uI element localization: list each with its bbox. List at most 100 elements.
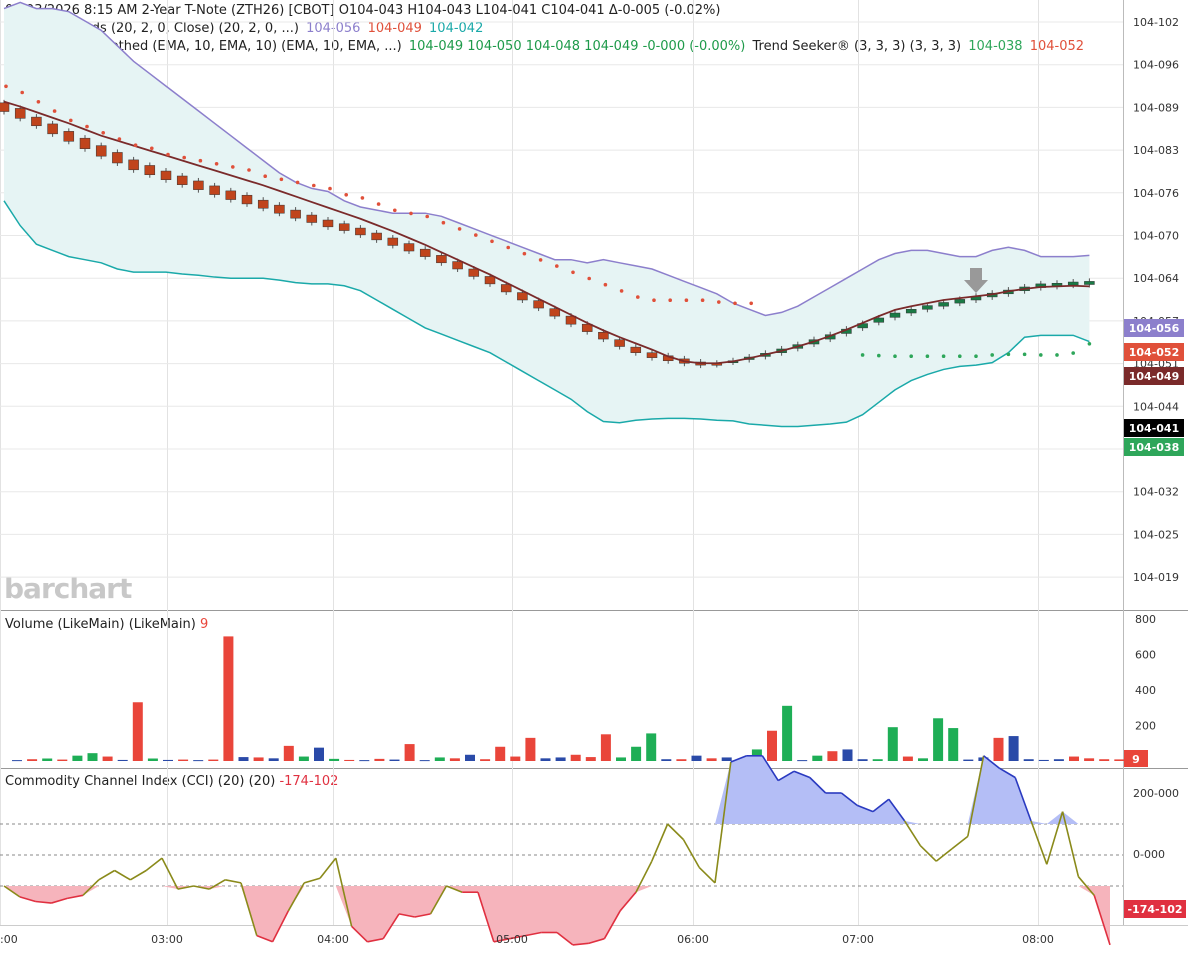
volume-badge: [1124, 750, 1148, 767]
trend-seeker-label: Trend Seeker® (3, 3, 3) (3, 3, 3): [752, 39, 962, 54]
cci-line-segment: [1046, 811, 1064, 865]
ha-candle: [630, 346, 642, 353]
cci-line-segment: [193, 885, 210, 890]
volume-bar: [42, 758, 53, 761]
volume-bar: [706, 758, 717, 761]
volume-bar: [676, 759, 687, 761]
cci-line-segment: [888, 798, 906, 822]
cci-line-segment: [667, 823, 684, 841]
price-tick-label: 104-102: [1133, 16, 1179, 29]
volume-bar: [933, 718, 944, 761]
volume-bar: [993, 737, 1004, 761]
cci-line-segment: [477, 891, 495, 943]
ha-candle: [160, 170, 172, 180]
price-badge: [1124, 438, 1184, 456]
volume-bar: [314, 747, 324, 761]
trend-seeker-red-dot: [69, 118, 73, 123]
cci-last: -174-102: [279, 774, 339, 789]
ha-candle: [581, 323, 593, 332]
volume-bar: [283, 745, 294, 761]
volume-bar: [767, 730, 777, 761]
ha-candle: [646, 352, 658, 358]
time-tick-label: 08:00: [1022, 933, 1054, 946]
trend-seeker-red-dot: [425, 214, 430, 219]
volume-bar: [600, 734, 611, 761]
bollinger-upper-line: [3, 1, 1090, 317]
cci-line-segment: [240, 882, 258, 936]
trend-seeker-red-dot: [684, 298, 689, 303]
cci-line-segment: [698, 866, 716, 884]
volume-bar: [27, 759, 38, 761]
cci-line-segment: [35, 900, 52, 904]
trend-seeker-red-dot: [457, 227, 462, 231]
cci-line-segment: [919, 845, 937, 862]
volume-bar: [510, 756, 521, 761]
ha-candle: [95, 145, 107, 157]
trend-seeker-red-dot: [101, 131, 105, 135]
cci-line-segment: [51, 897, 68, 904]
cci-pane-title: Commodity Channel Index (CCI) (20) (20) …: [5, 774, 338, 789]
trend-seeker-red-dot: [20, 90, 25, 95]
cci-line-segment: [208, 879, 226, 890]
price-badge: [1124, 343, 1184, 361]
ha-candle: [905, 309, 917, 314]
volume-bar: [812, 755, 823, 761]
volume-bar: [87, 753, 98, 761]
volume-bar: [555, 757, 566, 761]
volume-bar: [902, 756, 913, 761]
volume-bar: [691, 755, 702, 761]
cci-line-segment: [429, 885, 448, 915]
price-tick-label: 104-083: [1133, 144, 1179, 157]
heikin-ashi-values: 104-049 104-050 104-048 104-049 -0-000 (…: [408, 39, 746, 54]
trend-seeker-red-dot: [603, 282, 608, 287]
volume-badge-label: 9: [1132, 753, 1140, 766]
time-tick-label: :00: [0, 933, 18, 946]
cci-line-segment: [398, 913, 415, 918]
volume-bar: [480, 759, 491, 761]
cci-line-segment: [382, 913, 400, 940]
volume-bar: [434, 757, 445, 761]
trend-seeker-red-dot: [749, 301, 753, 306]
cci-line-segment: [82, 879, 100, 896]
volume-bar: [646, 733, 657, 761]
ha-candle: [63, 131, 75, 142]
trend-seeker-red-dot: [376, 202, 381, 206]
trend-seeker-green-dot: [958, 354, 962, 359]
ha-candle: [517, 292, 528, 301]
trend-seeker-red-dot: [133, 143, 138, 147]
ha-candle: [387, 237, 399, 246]
volume-bar: [389, 759, 400, 761]
volume-bar: [253, 757, 264, 761]
trend-seeker-red-dot: [700, 298, 705, 303]
cci-line-segment: [1061, 811, 1080, 877]
volume-bar: [147, 758, 158, 761]
price-tick-label: 104-070: [1133, 230, 1179, 243]
trend-seeker-red-dot: [668, 298, 672, 303]
cci-line-segment: [777, 770, 795, 782]
volume-bar: [1008, 736, 1019, 761]
ha-candle: [549, 308, 561, 317]
volume-last: 9: [199, 617, 209, 632]
ha-candle: [1084, 281, 1095, 285]
volume-bar: [57, 759, 68, 761]
price-badge-label: 104-041: [1129, 422, 1180, 435]
volume-bar: [268, 758, 279, 761]
trend-seeker-red-value: 104-052: [1029, 39, 1085, 54]
volume-bar: [419, 760, 430, 762]
ha-candle: [468, 268, 480, 277]
ha-candle: [614, 339, 625, 347]
ha-candle: [112, 152, 123, 164]
cci-line-segment: [1030, 820, 1048, 865]
cci-line-segment: [303, 877, 321, 884]
price-tick-label: 104-032: [1133, 486, 1179, 499]
cci-line-segment: [588, 937, 605, 945]
cci-line-segment: [951, 835, 969, 850]
price-tick-label: 104-019: [1133, 571, 1179, 584]
trend-seeker-green-dot: [925, 354, 930, 359]
cci-badge: [1124, 900, 1186, 918]
ha-candle: [241, 194, 253, 205]
trend-seeker-red-dot: [52, 109, 57, 113]
trend-seeker-red-dot: [312, 183, 316, 188]
cci-line-segment: [1077, 876, 1095, 896]
